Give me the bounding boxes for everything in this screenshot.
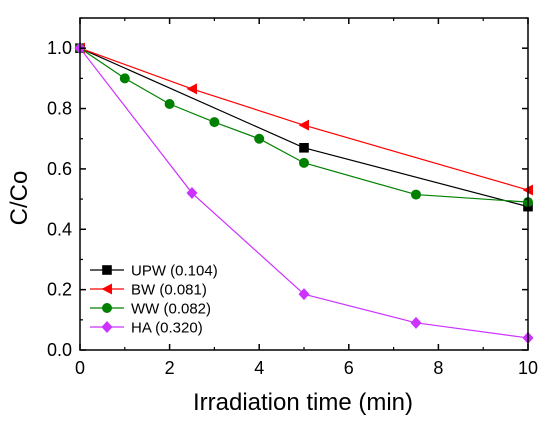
series-line [79, 47, 529, 203]
legend-label: UPW (0.104) [131, 263, 218, 280]
x-tick-label: 10 [518, 358, 538, 378]
legend-label: HA (0.320) [131, 320, 203, 337]
y-tick-label: 0.0 [47, 340, 72, 360]
y-tick-label: 0.4 [47, 219, 72, 239]
legend-marker [101, 321, 113, 333]
plot-area [74, 42, 534, 344]
data-point [299, 157, 309, 168]
y-tick-label: 0.6 [47, 159, 72, 179]
x-tick-label: 2 [165, 358, 175, 378]
x-tick-label: 0 [75, 358, 85, 378]
legend: UPW (0.104) BW (0.081) WW (0.082) HA (0.320… [90, 263, 218, 337]
x-tick-label: 4 [254, 358, 264, 378]
y-tick-label: 0.2 [47, 280, 72, 300]
data-point [186, 187, 198, 200]
legend-entry: WW (0.082) [90, 301, 211, 318]
legend-marker [101, 283, 112, 295]
data-point [254, 133, 265, 144]
series-line [79, 47, 529, 191]
y-tick-label: 1.0 [47, 38, 72, 58]
legend-entry: UPW (0.104) [90, 263, 218, 280]
y-axis-label: C/Co [6, 171, 33, 226]
y-tick-label: 0.8 [47, 99, 72, 119]
legend-marker [102, 265, 112, 275]
axes: 0 2 4 6 8 10 0.0 0.2 0.4 0.6 0.8 1.0 [47, 17, 538, 378]
data-point [298, 119, 309, 131]
x-tick-label: 6 [344, 358, 354, 378]
data-point [119, 73, 130, 84]
legend-label: WW (0.082) [131, 301, 211, 318]
data-point [164, 99, 175, 110]
data-point [298, 288, 310, 301]
series-3 [74, 42, 534, 344]
x-axis-label: Irradiation time (min) [193, 389, 413, 416]
x-tick-label: 8 [433, 358, 443, 378]
legend-entry: HA (0.320) [90, 320, 203, 337]
data-point [410, 316, 422, 329]
data-point [299, 142, 309, 153]
legend-marker [102, 303, 112, 313]
data-point [186, 83, 197, 95]
data-point [209, 117, 220, 128]
legend-label: BW (0.081) [131, 282, 207, 299]
series-1 [74, 42, 533, 196]
data-point [411, 189, 421, 200]
legend-entry: BW (0.081) [90, 282, 207, 299]
